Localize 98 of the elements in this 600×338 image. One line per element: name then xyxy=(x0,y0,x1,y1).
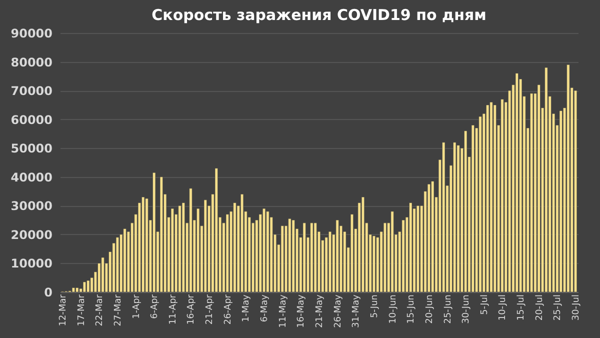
bar xyxy=(453,142,456,292)
bar xyxy=(402,220,405,292)
bar xyxy=(515,73,518,292)
x-tick-label: 10-Jun xyxy=(388,294,398,324)
x-tick-label: 22-Mar xyxy=(95,294,106,326)
bar xyxy=(288,218,292,292)
bar xyxy=(240,194,244,292)
x-tick-label: 21-May xyxy=(315,294,325,328)
bar xyxy=(145,198,148,292)
bar xyxy=(416,206,420,292)
x-tick-label: 26-Apr xyxy=(223,294,234,325)
bar xyxy=(500,99,504,292)
bar xyxy=(431,181,434,292)
x-tick-label: 21-Apr xyxy=(205,294,216,325)
bar xyxy=(328,231,332,292)
y-tick-label: 20000 xyxy=(10,228,52,242)
bar xyxy=(178,206,182,292)
bar xyxy=(478,116,482,292)
bar xyxy=(196,208,200,292)
bar xyxy=(262,208,266,292)
bar xyxy=(204,200,207,292)
x-tick-label: 11-May xyxy=(278,294,288,328)
x-tick-label: 12-Mar xyxy=(58,294,68,326)
bar xyxy=(116,237,119,292)
x-tick-label: 1-May xyxy=(242,294,252,322)
bar xyxy=(361,196,364,292)
bar xyxy=(537,84,540,292)
y-tick-label: 50000 xyxy=(10,142,52,156)
y-tick-label: 0 xyxy=(44,286,52,300)
bar xyxy=(427,184,430,292)
bar xyxy=(336,220,339,292)
x-tick-label: 27-Mar xyxy=(113,294,124,326)
x-tick-label: 20-Jun xyxy=(424,294,435,324)
x-tick-label: 17-Mar xyxy=(76,294,87,326)
bar xyxy=(530,93,534,292)
x-tick-label: 11-Apr xyxy=(168,294,178,325)
bar xyxy=(302,222,306,292)
bar xyxy=(292,220,295,292)
bar xyxy=(170,208,174,292)
x-tick-label: 6-Apr xyxy=(150,294,160,319)
x-tick-label: 5-Jun xyxy=(370,294,380,318)
bar xyxy=(390,211,394,292)
bar xyxy=(566,64,570,292)
chart-title: Скорость заражения COVID19 по дням xyxy=(152,6,486,24)
bar xyxy=(280,226,284,292)
bar xyxy=(310,222,314,292)
x-tick-label: 16-Apr xyxy=(186,294,197,325)
x-tick-label: 26-May xyxy=(333,294,344,328)
bar xyxy=(101,257,104,292)
bar xyxy=(233,202,236,292)
bar xyxy=(574,90,578,292)
x-tick-label: 31-May xyxy=(352,294,362,328)
bar xyxy=(383,222,386,292)
bar xyxy=(189,188,192,292)
x-tick-label: 20-Jul xyxy=(534,294,545,321)
bar xyxy=(471,124,474,292)
bar xyxy=(226,214,229,292)
bar xyxy=(76,288,79,292)
bar xyxy=(559,110,562,292)
bar xyxy=(72,288,75,292)
x-tick-label: 25-Jul xyxy=(553,294,564,321)
y-tick-label: 40000 xyxy=(10,170,52,184)
x-tick-label: 6-May xyxy=(260,294,270,322)
y-tick-label: 90000 xyxy=(10,26,52,40)
bar xyxy=(123,228,126,292)
bar xyxy=(490,102,493,292)
bar xyxy=(486,104,490,292)
bar xyxy=(314,222,317,292)
x-tick-label: 10-Jul xyxy=(498,294,508,321)
x-tick-label: 5-Jul xyxy=(480,294,490,315)
x-tick-label: 16-May xyxy=(296,294,307,328)
x-tick-label: 1-Apr xyxy=(132,294,142,319)
bar xyxy=(493,104,496,292)
x-tick-label: 30-Jun xyxy=(462,294,472,324)
y-tick-label: 80000 xyxy=(10,55,52,70)
bar xyxy=(350,214,354,292)
bar xyxy=(266,211,270,292)
y-tick-label: 10000 xyxy=(10,256,52,271)
y-tick-label: 30000 xyxy=(10,199,52,214)
x-tick-label: 25-Jun xyxy=(443,294,454,324)
bar xyxy=(456,145,460,292)
bar xyxy=(142,196,145,292)
y-tick-label: 60000 xyxy=(10,112,52,127)
x-tick-label: 15-Jul xyxy=(516,294,527,321)
bar xyxy=(152,172,156,292)
x-tick-label: 15-Jun xyxy=(406,294,417,324)
bar xyxy=(409,202,412,292)
bar xyxy=(544,67,548,292)
bar xyxy=(86,280,90,292)
bar xyxy=(214,168,218,292)
bar xyxy=(372,236,376,292)
bar xyxy=(464,130,468,292)
bar xyxy=(160,176,163,292)
x-tick-label: 30-Jul xyxy=(572,294,582,321)
bar xyxy=(182,202,185,292)
bar xyxy=(442,142,446,292)
bar xyxy=(82,282,86,292)
y-tick-label: 70000 xyxy=(10,84,52,98)
